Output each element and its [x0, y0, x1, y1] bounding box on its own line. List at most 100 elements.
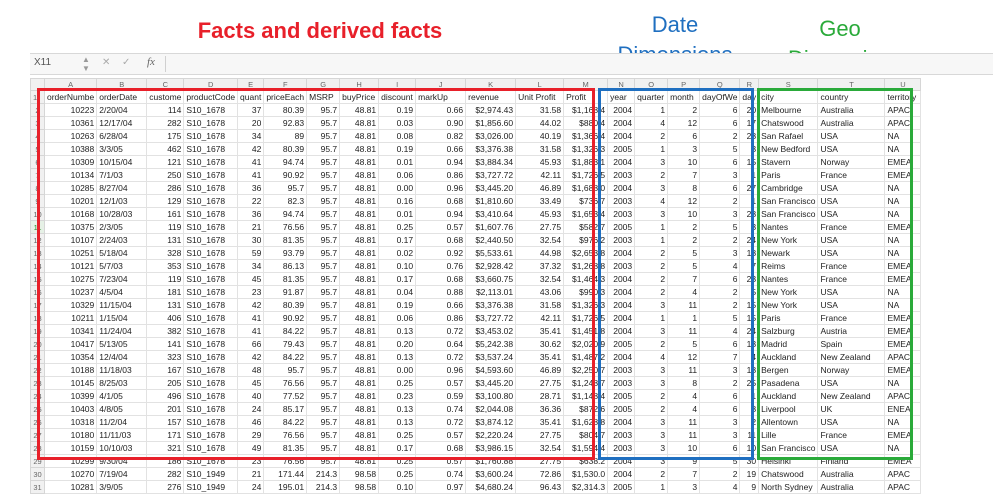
- header-cell[interactable]: dayOfWe: [699, 90, 741, 104]
- header-cell[interactable]: priceEach: [263, 90, 308, 104]
- table-cell[interactable]: 45.93: [515, 155, 565, 169]
- column-letter[interactable]: B: [96, 78, 148, 91]
- table-cell[interactable]: UK: [817, 402, 886, 416]
- table-cell[interactable]: Paris: [758, 168, 819, 182]
- header-cell[interactable]: MSRP: [306, 90, 341, 104]
- table-cell[interactable]: 29: [237, 428, 265, 442]
- table-cell[interactable]: 3: [699, 415, 741, 429]
- row-number[interactable]: 4: [30, 129, 45, 143]
- table-cell[interactable]: 2: [634, 467, 669, 481]
- cross-icon[interactable]: ✕: [102, 57, 111, 68]
- table-cell[interactable]: 95.7: [306, 402, 341, 416]
- table-cell[interactable]: 10107: [43, 233, 98, 247]
- header-cell[interactable]: revenue: [465, 90, 517, 104]
- table-cell[interactable]: 3: [699, 363, 741, 377]
- table-cell[interactable]: 6: [699, 272, 741, 286]
- table-cell[interactable]: 0.72: [415, 324, 467, 338]
- table-cell[interactable]: 2003: [607, 168, 636, 182]
- table-cell[interactable]: 92.83: [263, 116, 308, 130]
- table-cell[interactable]: $1,451.8: [563, 324, 609, 338]
- table-cell[interactable]: S10_1678: [183, 337, 239, 351]
- table-cell[interactable]: 48.81: [339, 441, 380, 455]
- table-cell[interactable]: $4,680.24: [465, 480, 517, 494]
- table-cell[interactable]: 31.58: [515, 142, 565, 156]
- table-cell[interactable]: 11: [667, 415, 701, 429]
- table-cell[interactable]: 85.17: [263, 402, 308, 416]
- table-cell[interactable]: Salzburg: [758, 324, 819, 338]
- table-cell[interactable]: 2004: [607, 285, 636, 299]
- table-cell[interactable]: 0.66: [415, 142, 467, 156]
- table-cell[interactable]: Helsinki: [758, 454, 819, 468]
- table-cell[interactable]: EMEA: [884, 428, 922, 442]
- table-cell[interactable]: 48.81: [339, 142, 380, 156]
- table-cell[interactable]: 0.03: [378, 116, 417, 130]
- table-cell[interactable]: 129: [146, 194, 185, 208]
- table-cell[interactable]: 4: [667, 402, 701, 416]
- fx-label[interactable]: fx: [147, 56, 155, 68]
- table-cell[interactable]: 0.19: [378, 142, 417, 156]
- table-cell[interactable]: 42: [237, 298, 265, 312]
- table-cell[interactable]: $2,928.42: [465, 259, 517, 273]
- table-cell[interactable]: 3: [739, 142, 760, 156]
- table-cell[interactable]: 42: [237, 142, 265, 156]
- table-cell[interactable]: 328: [146, 246, 185, 260]
- table-cell[interactable]: S10_1678: [183, 207, 239, 221]
- table-cell[interactable]: 4/5/04: [96, 285, 148, 299]
- table-cell[interactable]: 2: [667, 233, 701, 247]
- table-cell[interactable]: EMEA: [884, 220, 922, 234]
- table-cell[interactable]: 2: [699, 376, 741, 390]
- table-cell[interactable]: $4,593.60: [465, 363, 517, 377]
- table-cell[interactable]: 48.81: [339, 129, 380, 143]
- table-cell[interactable]: 27: [739, 181, 760, 195]
- table-cell[interactable]: 6: [699, 402, 741, 416]
- table-cell[interactable]: Madrid: [758, 337, 819, 351]
- table-cell[interactable]: 2004: [607, 155, 636, 169]
- table-cell[interactable]: 0.20: [378, 337, 417, 351]
- table-cell[interactable]: 276: [146, 480, 185, 494]
- table-cell[interactable]: 15: [739, 155, 760, 169]
- name-box-stepper-icon[interactable]: ▲ ▼: [82, 55, 90, 73]
- table-cell[interactable]: Newark: [758, 246, 819, 260]
- table-cell[interactable]: 171: [146, 428, 185, 442]
- table-cell[interactable]: 2: [634, 259, 669, 273]
- table-cell[interactable]: 1: [739, 389, 760, 403]
- table-cell[interactable]: S10_1678: [183, 142, 239, 156]
- table-cell[interactable]: 2003: [607, 441, 636, 455]
- table-cell[interactable]: $1,628.8: [563, 415, 609, 429]
- table-cell[interactable]: 3: [634, 181, 669, 195]
- table-cell[interactable]: 2: [634, 389, 669, 403]
- row-number[interactable]: 29: [30, 454, 45, 468]
- table-cell[interactable]: San Francisco: [758, 441, 819, 455]
- table-cell[interactable]: 24: [739, 324, 760, 338]
- table-cell[interactable]: NA: [884, 142, 922, 156]
- table-cell[interactable]: 5/18/04: [96, 246, 148, 260]
- table-cell[interactable]: ENEA: [884, 402, 922, 416]
- row-number[interactable]: 5: [30, 142, 45, 156]
- table-cell[interactable]: 0.06: [378, 168, 417, 182]
- table-cell[interactable]: 10375: [43, 220, 98, 234]
- table-cell[interactable]: NA: [884, 181, 922, 195]
- table-cell[interactable]: S10_1678: [183, 233, 239, 247]
- table-cell[interactable]: 5: [667, 246, 701, 260]
- table-cell[interactable]: NA: [884, 376, 922, 390]
- table-cell[interactable]: 161: [146, 207, 185, 221]
- table-cell[interactable]: 10121: [43, 259, 98, 273]
- table-cell[interactable]: 3: [634, 415, 669, 429]
- table-cell[interactable]: Auckland: [758, 350, 819, 364]
- row-number[interactable]: 27: [30, 428, 45, 442]
- table-cell[interactable]: 43.06: [515, 285, 565, 299]
- table-cell[interactable]: Austria: [817, 324, 886, 338]
- table-cell[interactable]: 95.7: [306, 337, 341, 351]
- table-cell[interactable]: 0.68: [415, 272, 467, 286]
- table-cell[interactable]: 2004: [607, 298, 636, 312]
- table-cell[interactable]: APAC: [884, 467, 922, 481]
- table-cell[interactable]: 3: [634, 441, 669, 455]
- table-cell[interactable]: $1,607.76: [465, 220, 517, 234]
- table-cell[interactable]: 31.58: [515, 103, 565, 117]
- table-cell[interactable]: 48.81: [339, 155, 380, 169]
- table-cell[interactable]: 90.92: [263, 168, 308, 182]
- table-cell[interactable]: 0.17: [378, 441, 417, 455]
- table-cell[interactable]: 6/28/04: [96, 129, 148, 143]
- table-cell[interactable]: 86.13: [263, 259, 308, 273]
- table-cell[interactable]: NA: [884, 415, 922, 429]
